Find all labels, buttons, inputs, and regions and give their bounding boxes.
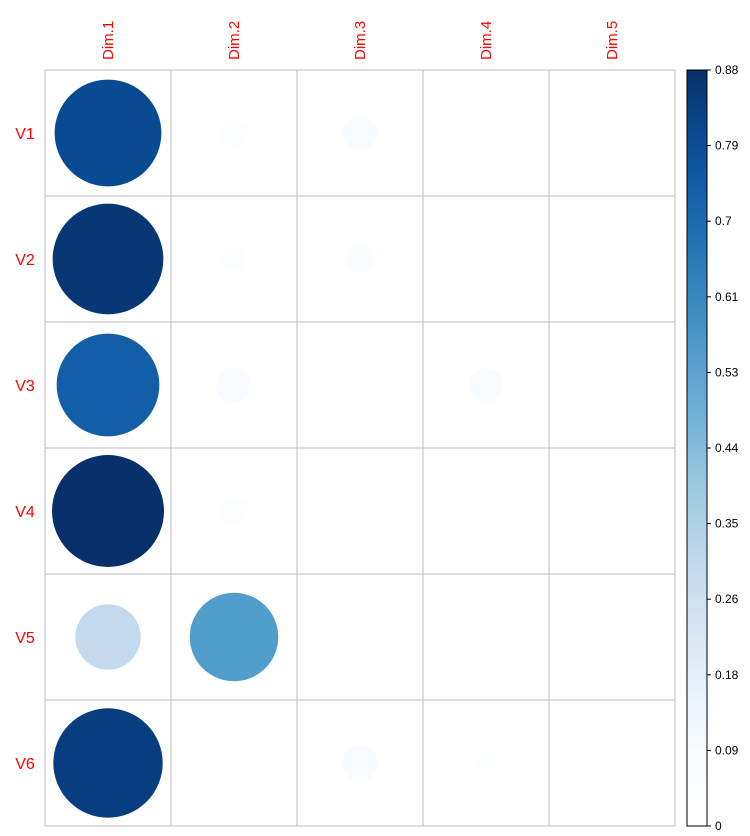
row-label: V2: [15, 252, 35, 269]
circle-v6-dim-3: [342, 745, 378, 781]
circle-v3-dim-2: [216, 367, 252, 403]
colorbar-tick-label: 0.7: [715, 214, 732, 228]
circle-v5-dim-2: [189, 592, 279, 682]
colorbar-tick-label: 0.44: [715, 441, 739, 455]
column-label: Dim.4: [478, 21, 495, 60]
circle-v5-dim-1: [75, 604, 141, 670]
colorbar: [686, 69, 708, 827]
column-label: Dim.5: [604, 21, 621, 60]
row-label: V1: [15, 126, 35, 143]
circle-v1-dim-3: [343, 116, 377, 150]
row-label: V3: [15, 378, 35, 395]
column-label: Dim.1: [100, 21, 117, 60]
colorbar-tick-label: 0.79: [715, 139, 739, 153]
colorbar-tick-label: 0.26: [715, 592, 739, 606]
column-label: Dim.2: [226, 21, 243, 60]
circle-v5-dim-3: [351, 628, 369, 646]
colorbar-tick-label: 0.18: [715, 668, 739, 682]
circle-v3-dim-4: [469, 368, 503, 402]
circle-v2-dim-1: [52, 203, 164, 315]
colorbar-tick-label: 0.35: [715, 517, 739, 531]
colorbar-tick-label: 0.88: [715, 63, 739, 77]
circle-v1-dim-2: [220, 119, 248, 147]
circle-v4-dim-2: [220, 497, 248, 525]
circle-v1-dim-1: [54, 79, 162, 187]
circle-v4-dim-1: [52, 455, 164, 567]
circle-v3-dim-3: [349, 374, 371, 396]
colorbar-tick-label: 0.09: [715, 743, 739, 757]
circle-v6-dim-4: [475, 752, 497, 774]
row-label: V4: [15, 504, 35, 521]
circle-v2-dim-3: [345, 244, 375, 274]
colorbar-tick-label: 0.53: [715, 365, 739, 379]
colorbar-tick-label: 0: [715, 819, 722, 833]
circle-v6-dim-1: [53, 708, 163, 818]
circle-v2-dim-2: [222, 247, 246, 271]
circle-v1-dim-4: [480, 127, 492, 139]
circle-v5-dim-4: [480, 631, 492, 643]
row-label: V6: [15, 756, 35, 773]
circle-v3-dim-1: [56, 333, 160, 437]
row-label: V5: [15, 630, 35, 647]
circle-v4-dim-5: [606, 505, 618, 517]
colorbar-tick-label: 0.61: [715, 290, 739, 304]
column-label: Dim.3: [352, 21, 369, 60]
circle-v4-dim-3: [351, 502, 369, 520]
